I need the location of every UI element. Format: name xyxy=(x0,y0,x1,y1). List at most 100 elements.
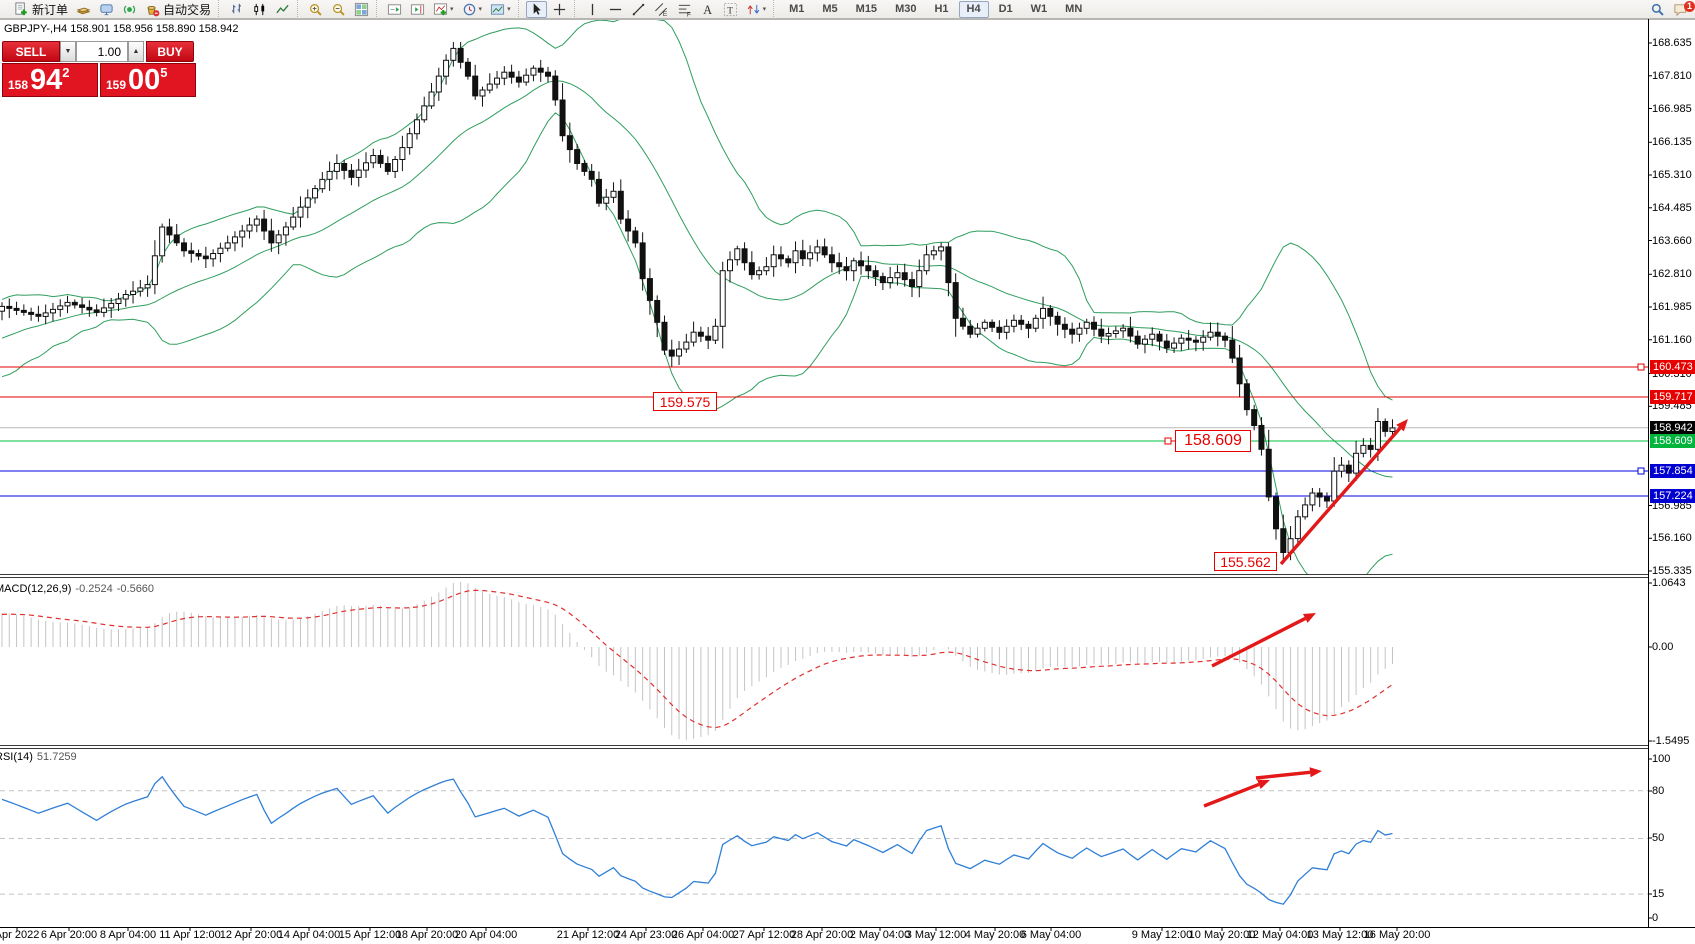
candlestick-icon xyxy=(252,2,267,17)
community-button[interactable] xyxy=(96,1,117,18)
timeframe-m15-label: M15 xyxy=(855,3,878,15)
search-button[interactable] xyxy=(1647,1,1668,18)
crosshair-button[interactable] xyxy=(549,1,570,18)
timeframe-m30-label: M30 xyxy=(895,3,917,15)
notifications-button[interactable]: 1 xyxy=(1670,1,1695,18)
indicators-button[interactable]: ▾ xyxy=(430,1,457,18)
trendline-button[interactable] xyxy=(628,1,649,18)
arrow-object-main[interactable] xyxy=(1279,426,1402,566)
svg-text:E: E xyxy=(662,11,667,17)
volume-input[interactable]: 1.00 xyxy=(76,41,128,62)
chart-shift-button[interactable] xyxy=(407,1,428,18)
candles xyxy=(0,42,1396,562)
arrow-head-macd[interactable] xyxy=(1303,613,1316,623)
arrows-icon xyxy=(746,2,761,17)
signals-button[interactable] xyxy=(119,1,140,18)
horizontal-line-button[interactable] xyxy=(605,1,626,18)
timeframe-d1[interactable]: D1 xyxy=(991,1,1021,18)
sell-button[interactable]: SELL xyxy=(2,41,60,62)
sell-price-panel[interactable]: 158 94 2 xyxy=(2,63,98,97)
chart-symbol-header: GBPJPY-,H4 158.901 158.956 158.890 158.9… xyxy=(4,23,239,35)
search-icon xyxy=(1650,2,1665,17)
tile-windows-button[interactable] xyxy=(351,1,372,18)
signal-icon xyxy=(122,2,137,17)
dropdown-arrow-icon[interactable]: ▾ xyxy=(507,6,511,13)
price-annotation[interactable]: 159.575 xyxy=(653,392,717,411)
price-annotation[interactable]: 158.609 xyxy=(1175,430,1251,452)
zoom-out-button[interactable] xyxy=(328,1,349,18)
time-axis-label: 10 May 20:00 xyxy=(1188,929,1256,941)
time-axis-label: 21 Apr 12:00 xyxy=(556,929,620,941)
macd-name: MACD(12,26,9) xyxy=(0,583,72,595)
annotation-anchor-square[interactable] xyxy=(1164,437,1172,445)
timeframe-m30[interactable]: M30 xyxy=(887,1,924,18)
price-annotation[interactable]: 155.562 xyxy=(1214,552,1277,571)
price-axis-tick: 163.660 xyxy=(1652,234,1692,247)
arrows-button[interactable]: ▾ xyxy=(743,1,770,18)
fibonacci-button[interactable]: F xyxy=(674,1,695,18)
timeframe-h1[interactable]: H1 xyxy=(926,1,956,18)
line-anchor-square[interactable] xyxy=(1637,363,1645,371)
sell-price-major: 158 xyxy=(8,78,29,92)
arrow-head-rsi[interactable] xyxy=(1309,767,1322,778)
text-button[interactable]: A xyxy=(697,1,718,18)
macd-main-value: -0.2524 xyxy=(75,583,113,595)
timeframe-w1[interactable]: W1 xyxy=(1023,1,1056,18)
timeframe-d1-label: D1 xyxy=(998,3,1013,15)
svg-text:A: A xyxy=(703,3,712,17)
volume-decrease-button[interactable]: ▼ xyxy=(60,41,76,62)
timeframe-w1-label: W1 xyxy=(1030,3,1048,15)
time-axis-label: 26 Apr 04:00 xyxy=(671,929,735,941)
time-axis-label: 2 May 04:00 xyxy=(849,929,911,941)
timeframe-m5-label: M5 xyxy=(822,3,838,15)
cursor-button[interactable] xyxy=(525,0,547,18)
new-order-button[interactable]: 新订单 xyxy=(11,1,71,18)
crosshair-icon xyxy=(552,2,567,17)
arrow-object-macd[interactable] xyxy=(1211,616,1307,668)
trend-arrows xyxy=(1203,419,1408,808)
timeframe-m1[interactable]: M1 xyxy=(781,1,812,18)
zoom-in-button[interactable] xyxy=(305,1,326,18)
line-chart-button[interactable] xyxy=(272,1,293,18)
buy-price-panel[interactable]: 159 00 5 xyxy=(100,63,196,97)
line-anchor-square[interactable] xyxy=(1637,467,1645,475)
periods-button[interactable]: ▾ xyxy=(459,1,486,18)
timeframe-m5[interactable]: M5 xyxy=(814,1,845,18)
candlestick-chart-button[interactable] xyxy=(249,1,270,18)
toolbar-group-objects: E F A T ▾ xyxy=(573,0,774,19)
time-axis-label: 24 Apr 23:00 xyxy=(614,929,678,941)
macd-axis-tick: 1.0643 xyxy=(1652,577,1686,589)
dropdown-arrow-icon[interactable]: ▾ xyxy=(450,6,454,13)
time-axis-label: 8 Apr 04:00 xyxy=(99,929,157,941)
toolbar-group-cursor xyxy=(517,0,574,19)
timeframe-mn-label: MN xyxy=(1065,3,1083,15)
dropdown-arrow-icon[interactable]: ▾ xyxy=(762,6,767,13)
price-level-badge: 157.224 xyxy=(1650,489,1695,503)
auto-scroll-button[interactable] xyxy=(384,1,405,18)
buy-button[interactable]: BUY xyxy=(146,41,194,62)
timeframe-m1-label: M1 xyxy=(789,3,805,15)
dropdown-arrow-icon[interactable]: ▾ xyxy=(478,6,483,13)
volume-increase-button[interactable]: ▲ xyxy=(128,41,144,62)
arrow-head-rsi[interactable] xyxy=(1257,779,1270,790)
templates-button[interactable]: ▾ xyxy=(487,1,514,18)
time-axis-label: 16 May 20:00 xyxy=(1363,929,1431,941)
arrow-head-main[interactable] xyxy=(1396,419,1408,432)
equidistant-channel-button[interactable]: E xyxy=(651,1,672,18)
price-level-badge: 160.473 xyxy=(1650,360,1695,374)
text-label-button[interactable]: T xyxy=(720,1,741,18)
timeframe-h4[interactable]: H4 xyxy=(958,0,989,18)
timeframe-m15[interactable]: M15 xyxy=(848,1,885,18)
rsi-axis-tick: 0 xyxy=(1652,912,1659,924)
timeframe-mn[interactable]: MN xyxy=(1057,1,1090,18)
rsi-axis-tick: 15 xyxy=(1652,888,1665,900)
arrow-object-rsi[interactable] xyxy=(1203,782,1260,808)
time-axis-label: 11 Apr 12:00 xyxy=(159,929,221,941)
auto-trading-button[interactable]: 自动交易 xyxy=(142,1,214,18)
time-axis-label: 28 Apr 20:00 xyxy=(790,929,854,941)
bar-chart-button[interactable] xyxy=(226,1,247,18)
vertical-line-button[interactable] xyxy=(582,1,603,18)
charts-button[interactable] xyxy=(73,1,94,18)
arrow-object-rsi[interactable] xyxy=(1255,770,1311,780)
